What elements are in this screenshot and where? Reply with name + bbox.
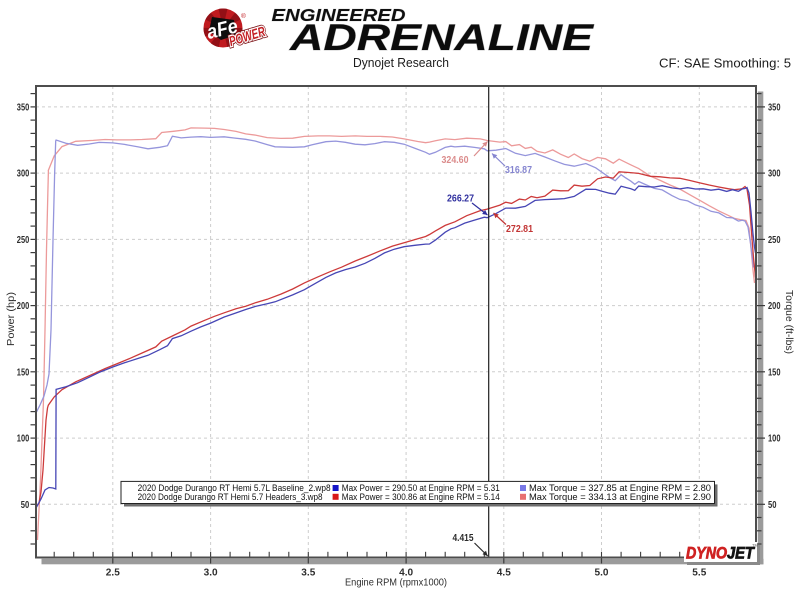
svg-text:ADRENALINE: ADRENALINE (289, 17, 595, 58)
svg-text:CF: SAE Smoothing: 5: CF: SAE Smoothing: 5 (659, 57, 791, 71)
svg-text:350: 350 (768, 102, 781, 114)
svg-text:100: 100 (17, 433, 30, 445)
svg-text:200: 200 (17, 300, 30, 312)
svg-text:Power (hp): Power (hp) (6, 292, 17, 346)
svg-text:5.0: 5.0 (595, 567, 609, 579)
svg-text:316.87: 316.87 (505, 165, 532, 176)
svg-text:DYNO: DYNO (686, 545, 727, 563)
svg-text:272.81: 272.81 (506, 224, 533, 235)
svg-text:2020 Dodge Durango RT Hemi 5.7: 2020 Dodge Durango RT Hemi 5.7L Baseline… (138, 483, 331, 494)
svg-text:250: 250 (768, 234, 781, 246)
svg-text:®: ® (241, 12, 246, 20)
svg-text:4.415: 4.415 (453, 533, 474, 544)
svg-text:Max Power = 290.50 at Engine R: Max Power = 290.50 at Engine RPM = 5.31 (342, 483, 500, 494)
svg-text:150: 150 (768, 366, 781, 378)
svg-text:50: 50 (21, 499, 30, 511)
svg-text:3.5: 3.5 (301, 567, 315, 579)
svg-text:5.5: 5.5 (692, 567, 706, 579)
svg-text:300: 300 (17, 168, 30, 180)
svg-text:ENGINEERED: ENGINEERED (272, 5, 406, 25)
svg-text:Dynojet Research: Dynojet Research (353, 56, 449, 70)
svg-text:JET: JET (727, 545, 756, 563)
svg-text:2.5: 2.5 (106, 567, 120, 579)
svg-text:200: 200 (768, 300, 781, 312)
svg-text:150: 150 (17, 366, 30, 378)
svg-text:250: 250 (17, 234, 30, 246)
svg-text:2020 Dodge Durango RT Hemi 5.7: 2020 Dodge Durango RT Hemi 5.7 Headers_3… (138, 492, 323, 503)
svg-text:Max Torque = 327.85 at Engine: Max Torque = 327.85 at Engine RPM = 2.80 (529, 483, 711, 494)
svg-text:3.0: 3.0 (204, 567, 218, 579)
svg-text:Engine RPM (rpmx1000): Engine RPM (rpmx1000) (345, 578, 447, 589)
svg-text:266.27: 266.27 (447, 194, 474, 205)
svg-text:300: 300 (768, 168, 781, 180)
svg-text:4.5: 4.5 (497, 567, 511, 579)
svg-text:Max Power = 300.86 at Engine R: Max Power = 300.86 at Engine RPM = 5.14 (342, 492, 500, 503)
svg-text:324.60: 324.60 (442, 155, 469, 166)
svg-text:100: 100 (768, 433, 781, 445)
svg-text:Max Torque = 334.13 at Engine: Max Torque = 334.13 at Engine RPM = 2.90 (529, 492, 711, 503)
svg-text:Torque (ft-lbs): Torque (ft-lbs) (783, 290, 794, 354)
svg-text:TM: TM (752, 543, 758, 548)
svg-text:4.0: 4.0 (399, 567, 413, 579)
svg-text:350: 350 (17, 102, 30, 114)
svg-text:50: 50 (768, 499, 777, 511)
